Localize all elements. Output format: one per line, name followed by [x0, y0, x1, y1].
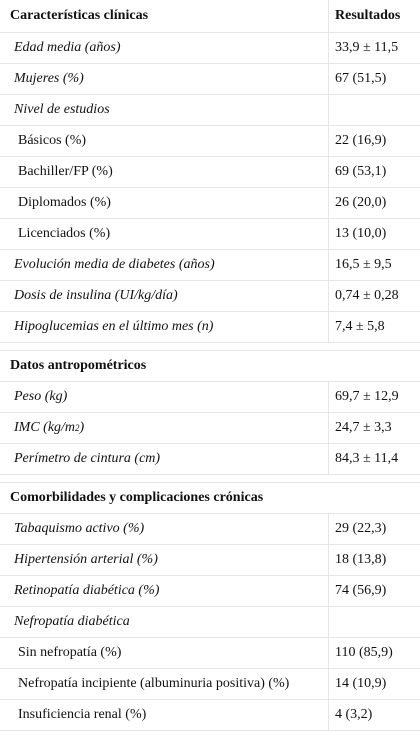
row-label-text: Peso (kg): [14, 389, 68, 404]
row-label: Nivel de estudios: [0, 95, 329, 125]
table-row: Hipoglucemias en el último mes (n) 7,4 ± …: [0, 312, 420, 343]
row-label: Nefropatía incipiente (albuminuria posit…: [0, 669, 329, 699]
row-label-text: Retinopatía diabética (%): [14, 583, 160, 598]
row-label: Evolución media de diabetes (años): [0, 250, 329, 280]
table-header: Características clínicas Resultados: [0, 0, 420, 33]
row-value: 84,3 ± 11,4: [335, 451, 399, 466]
row-label-text: Nefropatía incipiente (albuminuria posit…: [18, 676, 290, 691]
table-row: Peso (kg) 69,7 ± 12,9: [0, 382, 420, 413]
table-row: Dosis de insulina (UI/kg/día) 0,74 ± 0,28: [0, 281, 420, 312]
table-row: Bachiller/FP (%) 69 (53,1): [0, 157, 420, 188]
row-label-text: Perímetro de cintura (cm): [14, 451, 161, 466]
table-row: Nefropatía diabética: [0, 607, 420, 638]
row-value: 29 (22,3): [335, 521, 387, 536]
row-label: Hipertensión arterial (%): [0, 545, 329, 575]
row-label: IMC (kg/m 2): [0, 413, 329, 443]
row-label: Insuficiencia renal (%): [0, 700, 329, 730]
row-label-text: Nivel de estudios: [14, 102, 110, 117]
row-label: Bachiller/FP (%): [0, 157, 329, 187]
row-label: Básicos (%): [0, 126, 329, 156]
row-label: Peso (kg): [0, 382, 329, 412]
row-label-text: Evolución media de diabetes (años): [14, 257, 215, 272]
row-label-text: Dosis de insulina (UI/kg/día): [14, 288, 178, 303]
table-row: Tabaquismo activo (%) 29 (22,3): [0, 514, 420, 545]
clinical-rows: Edad media (años) 33,9 ± 11,5 Mujeres (%) 6…: [0, 33, 420, 343]
row-label-text: Licenciados (%): [18, 226, 111, 241]
table-row: IMC (kg/m 2) 24,7 ± 3,3: [0, 413, 420, 444]
row-value: 0,74 ± 0,28: [335, 288, 399, 303]
table-row: Mujeres (%) 67 (51,5): [0, 64, 420, 95]
row-label-text: Sin nefropatía (%): [18, 645, 122, 660]
table-row: Sin nefropatía (%) 110 (85,9): [0, 638, 420, 669]
comorbidity-rows: Tabaquismo activo (%) 29 (22,3) Hipertensi…: [0, 514, 420, 731]
row-label: Diplomados (%): [0, 188, 329, 218]
row-value: 110 (85,9): [335, 645, 393, 660]
row-label-text: Mujeres (%): [14, 71, 84, 86]
row-label-text: Tabaquismo activo (%): [14, 521, 145, 536]
row-label-text: Edad media (años): [14, 40, 121, 55]
row-value: 74 (56,9): [335, 583, 387, 598]
table-row: Perímetro de cintura (cm) 84,3 ± 11,4: [0, 444, 420, 475]
superscript: 2: [75, 423, 80, 433]
spacer-row: [0, 343, 420, 351]
table-row: Nefropatía incipiente (albuminuria posit…: [0, 669, 420, 700]
row-label: Dosis de insulina (UI/kg/día): [0, 281, 329, 311]
row-label: Mujeres (%): [0, 64, 329, 94]
row-value: [329, 607, 420, 637]
row-label-end: ): [79, 420, 85, 435]
row-label: Retinopatía diabética (%): [0, 576, 329, 606]
row-label-text: Bachiller/FP (%): [18, 164, 113, 179]
row-value: 18 (13,8): [335, 552, 387, 567]
row-label-text: Insuficiencia renal (%): [18, 707, 147, 722]
row-value: 13 (10,0): [335, 226, 387, 241]
row-label-text: Diplomados (%): [18, 195, 111, 210]
row-label: Perímetro de cintura (cm): [0, 444, 329, 474]
table-row: Licenciados (%) 13 (10,0): [0, 219, 420, 250]
row-value: [329, 95, 420, 125]
row-value: 14 (10,9): [335, 676, 387, 691]
row-value: 7,4 ± 5,8: [335, 319, 385, 334]
table-row: Hipertensión arterial (%) 18 (13,8): [0, 545, 420, 576]
table-row: Evolución media de diabetes (años) 16,5 ±…: [0, 250, 420, 281]
spacer-row: [0, 475, 420, 483]
row-label: Hipoglucemias en el último mes (n): [0, 312, 329, 342]
section-anthropometric: Datos antropométricos: [0, 351, 420, 382]
row-value: 67 (51,5): [335, 71, 387, 86]
row-value: 33,9 ± 11,5: [335, 40, 399, 55]
section-title: Datos antropométricos: [10, 358, 147, 373]
table-row: Básicos (%) 22 (16,9): [0, 126, 420, 157]
row-label: Edad media (años): [0, 33, 329, 63]
row-value: 24,7 ± 3,3: [335, 420, 392, 435]
row-label: Tabaquismo activo (%): [0, 514, 329, 544]
row-label-text: Nefropatía diabética: [14, 614, 130, 629]
row-value: 4 (3,2): [335, 707, 373, 722]
anthropometric-rows: Peso (kg) 69,7 ± 12,9 IMC (kg/m 2) 24,7 ± 3,…: [0, 382, 420, 475]
row-label-text: IMC (kg/m: [14, 420, 76, 435]
row-label-text: Hipoglucemias en el último mes (n): [14, 319, 214, 334]
table-row: Retinopatía diabética (%) 74 (56,9): [0, 576, 420, 607]
table-row: Nivel de estudios: [0, 95, 420, 126]
row-label: Licenciados (%): [0, 219, 329, 249]
row-label-text: Hipertensión arterial (%): [14, 552, 158, 567]
row-label: Sin nefropatía (%): [0, 638, 329, 668]
row-value: 26 (20,0): [335, 195, 387, 210]
row-value: 69,7 ± 12,9: [335, 389, 399, 404]
header-results: Resultados: [335, 8, 401, 23]
section-title: Comorbilidades y complicaciones crónicas: [10, 490, 264, 505]
table-row: Insuficiencia renal (%) 4 (3,2): [0, 700, 420, 731]
row-label: Nefropatía diabética: [0, 607, 329, 637]
table-row: Diplomados (%) 26 (20,0): [0, 188, 420, 219]
row-label-text: Básicos (%): [18, 133, 87, 148]
row-value: 22 (16,9): [335, 133, 387, 148]
row-value: 69 (53,1): [335, 164, 387, 179]
section-comorbidities: Comorbilidades y complicaciones crónicas: [0, 483, 420, 514]
row-value: 16,5 ± 9,5: [335, 257, 392, 272]
table-row: Edad media (años) 33,9 ± 11,5: [0, 33, 420, 64]
header-characteristics: Características clínicas: [0, 0, 329, 32]
